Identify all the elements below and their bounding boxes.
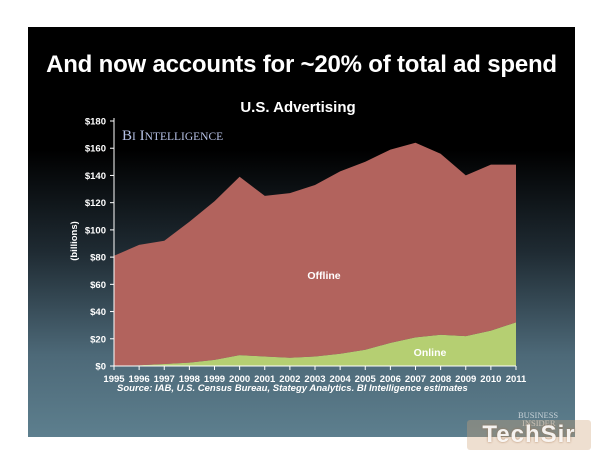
x-tick-label: 2010 bbox=[480, 374, 501, 385]
series-label-offline: Offline bbox=[307, 270, 340, 282]
x-tick-label: 2006 bbox=[380, 374, 401, 385]
business-insider-logo: BUSINESS INSIDER bbox=[518, 410, 575, 428]
area-offline bbox=[114, 142, 516, 366]
axes-layer: $0 $20 $40 $60 $80 $100 $120 $140 $160 $180 1995 19… bbox=[85, 117, 527, 386]
source-note: Source: IAB, U.S. Census Bureau, Stategy… bbox=[117, 383, 468, 394]
x-tick-label: 2008 bbox=[430, 374, 451, 385]
x-tick-label: 2004 bbox=[330, 374, 352, 385]
slide-headline: And now accounts for ~20% of total ad sp… bbox=[46, 51, 557, 78]
y-tick-label: $140 bbox=[85, 171, 106, 182]
x-tick-label: 2002 bbox=[279, 374, 300, 385]
y-tick-label: $160 bbox=[85, 144, 106, 155]
x-tick-label: 2007 bbox=[405, 374, 426, 385]
chart-subtitle: BI INTELLIGENCE bbox=[122, 128, 223, 144]
x-tick-label: 2003 bbox=[304, 374, 325, 385]
chart-title: U.S. Advertising bbox=[240, 99, 355, 116]
x-tick-label: 1998 bbox=[179, 374, 200, 385]
x-tick-label: 1995 bbox=[103, 374, 125, 385]
y-tick-label: $80 bbox=[90, 253, 106, 264]
y-axis-label: (billions) bbox=[69, 221, 80, 261]
y-tick-label: $120 bbox=[85, 198, 106, 209]
y-tick-label: $180 bbox=[85, 117, 106, 128]
y-tick-label: $60 bbox=[90, 280, 106, 291]
x-tick-label: 2001 bbox=[254, 374, 276, 385]
series-label-online: Online bbox=[414, 347, 447, 359]
y-tick-label: $20 bbox=[90, 334, 106, 345]
x-tick-label: 1997 bbox=[154, 374, 175, 385]
x-tick-label: 2009 bbox=[455, 374, 476, 385]
area-chart: U.S. Advertising BI INTELLIGENCE $0 $20 $4… bbox=[69, 99, 527, 386]
x-tick-label: 1999 bbox=[204, 374, 225, 385]
y-tick-label: $40 bbox=[90, 307, 106, 318]
x-tick-label: 1996 bbox=[129, 374, 150, 385]
slide: And now accounts for ~20% of total ad sp… bbox=[28, 27, 575, 437]
areas-layer bbox=[114, 142, 516, 366]
logo-line-1: BUSINESS bbox=[518, 410, 559, 420]
x-tick-label: 2005 bbox=[355, 374, 377, 385]
y-tick-label: $0 bbox=[95, 362, 106, 373]
area-online bbox=[114, 322, 516, 366]
labels-layer: Offline Online bbox=[307, 270, 446, 359]
x-tick-label: 2000 bbox=[229, 374, 250, 385]
logo-line-2: INSIDER bbox=[522, 418, 556, 428]
x-tick-label: 2011 bbox=[506, 374, 527, 385]
techsir-watermark: TechSir bbox=[467, 420, 591, 450]
y-tick-label: $100 bbox=[85, 225, 106, 236]
